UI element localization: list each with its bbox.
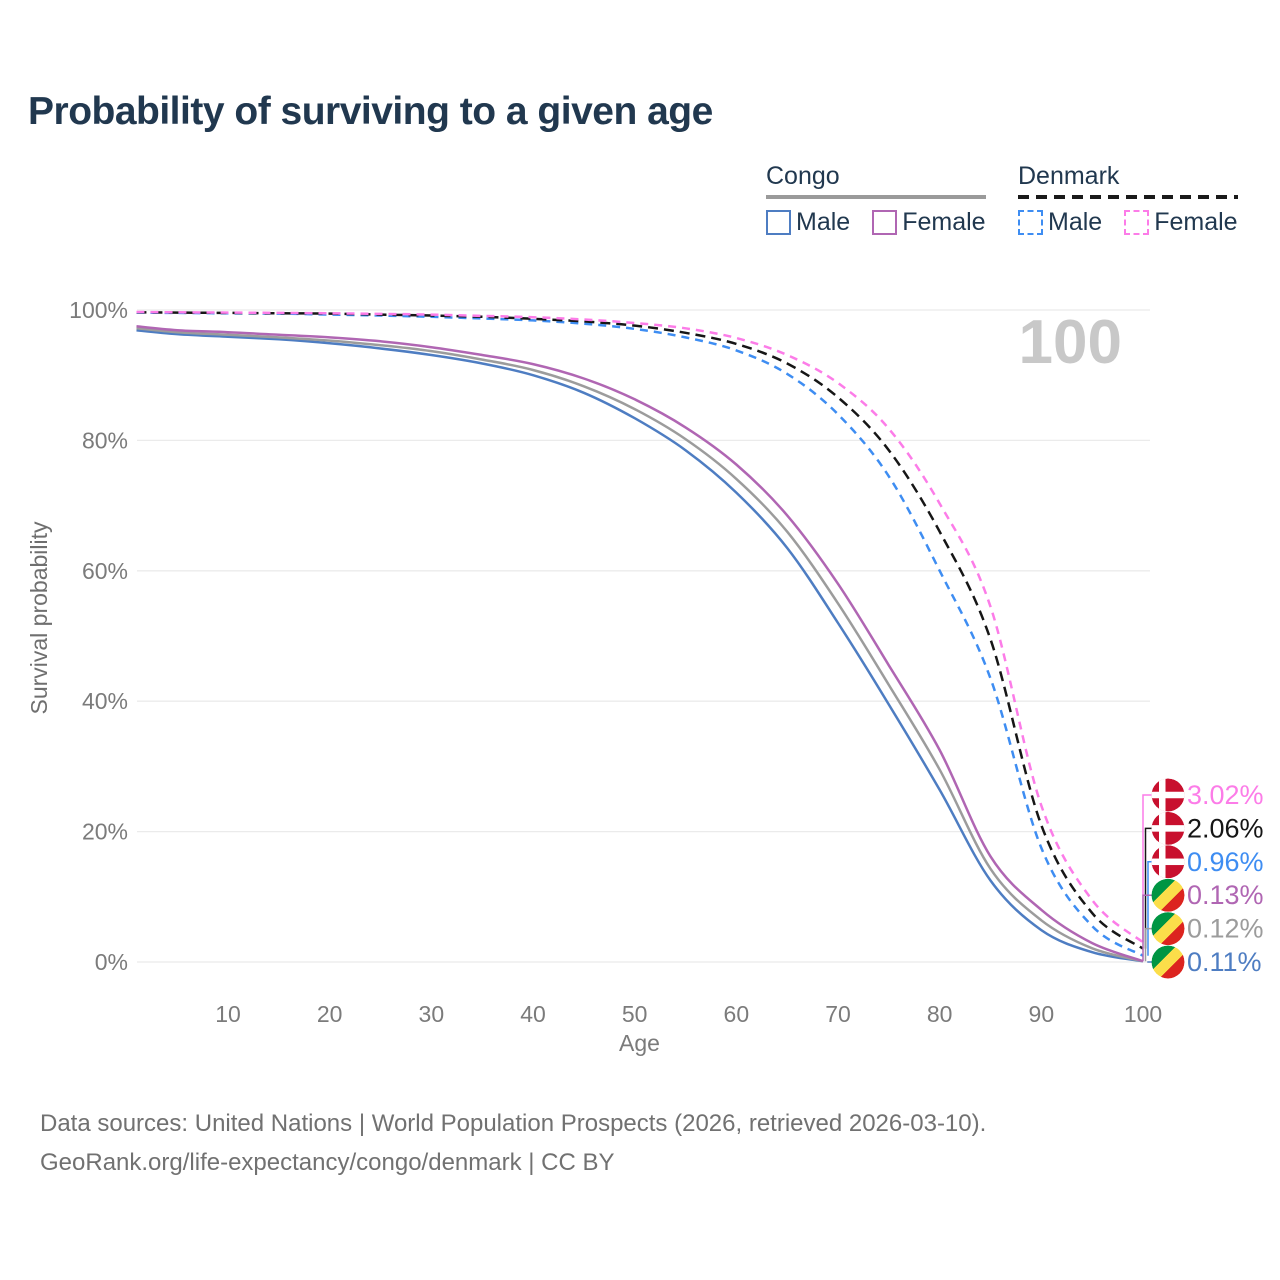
y-tick-label: 0% (95, 949, 128, 975)
legend-items-congo: Male Female (766, 208, 986, 237)
end-label-value-denmark-male: 0.96% (1187, 847, 1264, 877)
flag-cross-horizontal (1151, 825, 1185, 832)
legend-item-label: Female (902, 208, 986, 236)
flag-cross-horizontal (1151, 791, 1185, 799)
y-tick-label: 100% (69, 297, 128, 323)
x-tick-label: 30 (419, 1001, 445, 1027)
flag-cross-horizontal (1151, 858, 1185, 866)
y-tick-label: 60% (82, 558, 128, 584)
age-100-annotation: 100 (1019, 308, 1122, 377)
flag-icon-denmark (1151, 845, 1185, 879)
series-line-congo-both (136, 327, 1144, 963)
legend-item-label: Male (796, 208, 851, 236)
legend-group-title-denmark: Denmark (1018, 162, 1120, 190)
footer-attribution: GeoRank.org/life-expectancy/congo/denmar… (40, 1149, 615, 1176)
end-label-leader-denmark-both (1144, 827, 1152, 949)
end-label-leader-denmark-male (1147, 861, 1152, 956)
flag-icon-denmark (1151, 778, 1185, 812)
age-axis-label: Age (619, 1030, 660, 1056)
y-tick-label: 80% (82, 427, 128, 453)
x-tick-label: 60 (724, 1001, 750, 1027)
legend-item-label: Female (1154, 208, 1238, 236)
page-title: Probability of surviving to a given age (28, 90, 713, 133)
legend-group-denmark: Denmark Male Female (1018, 162, 1238, 237)
x-tick-label: 90 (1029, 1001, 1055, 1027)
x-tick-label: 40 (520, 1001, 546, 1027)
end-label-value-denmark-both: 2.06% (1187, 813, 1264, 843)
flag-icon-denmark (1151, 811, 1185, 845)
end-label-value-congo-female: 0.13% (1187, 880, 1264, 910)
x-tick-label: 70 (825, 1001, 851, 1027)
legend-item-congo-female[interactable]: Female (872, 208, 986, 237)
series-line-denmark-female (136, 310, 1144, 944)
x-tick-label: 10 (215, 1001, 241, 1027)
end-label-leader-congo-both (1144, 927, 1152, 962)
footer: Data sources: United Nations | World Pop… (40, 1104, 986, 1182)
x-tick-label: 50 (622, 1001, 648, 1027)
survival-axis-label: Survival probability (26, 521, 52, 715)
denmark-female-swatch-icon (1124, 210, 1150, 235)
congo-female-swatch-icon (872, 210, 898, 235)
x-tick-label: 80 (927, 1001, 953, 1027)
end-label-leader-congo-female (1142, 894, 1152, 962)
end-label-leader-congo-male (1147, 961, 1152, 963)
flag-field (1151, 945, 1185, 979)
y-tick-label: 40% (82, 688, 128, 714)
denmark-male-swatch-icon (1018, 210, 1043, 235)
legend-item-denmark-male[interactable]: Male (1018, 208, 1102, 237)
y-tick-label: 20% (82, 819, 128, 845)
survival-chart: 0% 20% 40% 60% 80% 100% 10 20 30 40 50 60 70 80 90 100 A… (26, 297, 1264, 1056)
flag-field (1151, 878, 1185, 912)
end-label-value-congo-both: 0.12% (1187, 914, 1264, 944)
end-label-value-denmark-female: 3.02% (1187, 780, 1264, 810)
flag-icon-congo (1151, 878, 1185, 912)
legend-item-denmark-female[interactable]: Female (1124, 208, 1238, 237)
legend-underline-denmark-icon (1018, 195, 1238, 199)
x-tick-label: 100 (1124, 1001, 1162, 1027)
end-label-value-congo-male: 0.11% (1187, 947, 1262, 977)
legend-group-title-congo: Congo (766, 162, 840, 190)
legend-item-congo-male[interactable]: Male (766, 208, 850, 237)
legend-group-congo: Congo Male Female (766, 162, 986, 237)
x-tick-label: 20 (317, 1001, 343, 1027)
flag-icon-congo (1151, 945, 1185, 979)
series-line-denmark-both (136, 311, 1144, 950)
end-label-leader-denmark-female (1142, 794, 1152, 943)
legend-item-label: Male (1048, 208, 1103, 236)
flag-icon-congo (1151, 912, 1185, 946)
congo-male-swatch-icon (766, 210, 791, 235)
series-line-congo-female (136, 325, 1144, 963)
legend-items-denmark: Male Female (1018, 208, 1238, 237)
flag-field (1151, 912, 1185, 946)
legend-underline-congo-icon (766, 195, 986, 199)
footer-data-sources: Data sources: United Nations | World Pop… (40, 1110, 987, 1137)
series-line-congo-male (136, 328, 1144, 963)
